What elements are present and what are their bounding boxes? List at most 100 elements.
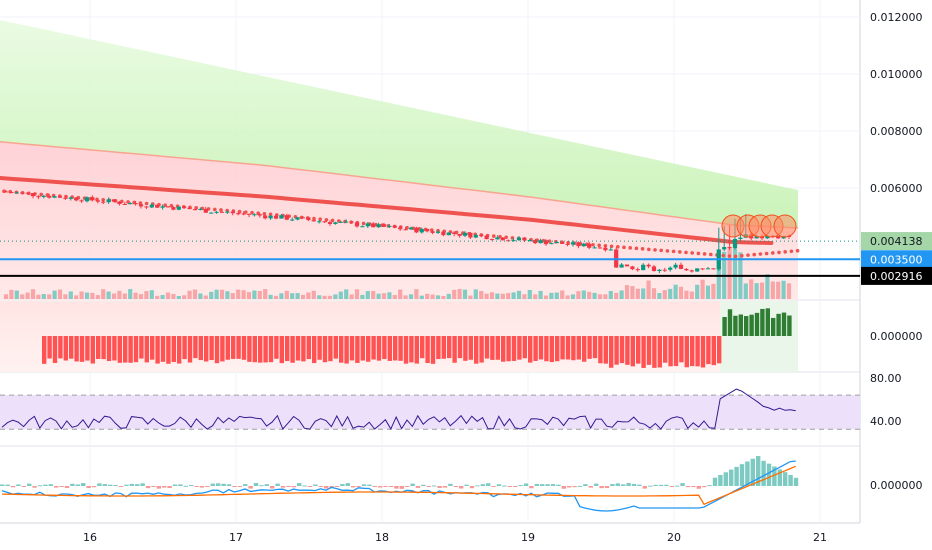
envelope-band [0, 141, 798, 300]
oscillator-bar [263, 336, 268, 363]
price-panel[interactable] [0, 16, 860, 300]
dotted-average-point [671, 249, 676, 254]
candle-body [641, 264, 646, 271]
volume-bar [263, 289, 268, 299]
macd-histogram-bar [653, 484, 658, 486]
rsi-panel[interactable] [0, 388, 860, 430]
candle-body [387, 225, 392, 227]
candle-body [414, 227, 419, 233]
candle-body [63, 197, 68, 199]
volume-bar [398, 289, 403, 299]
volume-bar [52, 290, 57, 299]
macd-histogram-bar [421, 484, 426, 486]
candle-body [144, 206, 149, 208]
volume-bar [236, 289, 241, 299]
oscillator-bar [690, 336, 695, 367]
oscillator-bar [360, 336, 365, 361]
volume-bar [673, 284, 678, 299]
macd-histogram-bar [216, 483, 221, 486]
volume-bar [187, 290, 192, 299]
macd-histogram-bar [685, 486, 691, 488]
oscillator-bar [717, 336, 722, 364]
volume-bar [25, 292, 30, 299]
volume-bar [268, 294, 273, 299]
oscillator-bar [333, 336, 338, 359]
price-lines [0, 240, 860, 277]
oscillator-bar [501, 336, 506, 362]
candle-body [376, 224, 381, 228]
oscillator-bar [47, 336, 52, 359]
oscillator-bar [538, 336, 544, 360]
volume-bar [646, 280, 651, 299]
macd-histogram-bar [480, 484, 485, 486]
candle-body [111, 199, 117, 202]
oscillator-bar [571, 336, 576, 361]
macd-histogram-bar [183, 485, 188, 487]
candle-body [452, 232, 457, 234]
candle-body [446, 232, 451, 236]
candle-body [565, 243, 570, 245]
candle-body [587, 243, 592, 248]
oscillator-bar [463, 336, 468, 361]
candle-body [479, 234, 484, 236]
candle-body [662, 269, 667, 271]
volume-bar [462, 289, 468, 299]
volume-bar [41, 294, 46, 299]
dotted-average-point [740, 253, 744, 258]
candle-body [68, 197, 73, 199]
candle-body [711, 268, 716, 270]
candle-body [9, 192, 14, 194]
volume-bar [198, 293, 203, 299]
candle-body [603, 247, 608, 251]
macd-histogram-bar [567, 486, 572, 488]
macd-histogram-bar [118, 486, 124, 487]
macd-histogram-bar [637, 484, 642, 486]
macd-panel[interactable] [0, 456, 799, 512]
rsi-band [0, 395, 860, 430]
macd-histogram-bar [361, 484, 367, 486]
volume-bar [786, 283, 792, 299]
candle-body [192, 209, 198, 211]
volume-bars [3, 249, 792, 299]
candle-body [608, 249, 613, 251]
volume-bar [662, 290, 667, 299]
volume-bar [651, 288, 657, 299]
volume-bar [9, 289, 14, 299]
macd-histogram-bar [729, 469, 734, 486]
candle-body [354, 222, 360, 227]
oscillator-bar [376, 336, 382, 361]
candle-body [106, 199, 111, 203]
dotted-average-point [771, 251, 775, 255]
macd-histogram-bar [750, 458, 755, 486]
volume-bar [149, 290, 154, 299]
macd-histogram-bar [745, 461, 750, 486]
volume-bar [3, 294, 9, 299]
macd-histogram-bar [588, 486, 593, 488]
macd-histogram-bar [372, 486, 377, 487]
macd-histogram-bar [334, 486, 340, 487]
oscillator-bar [328, 336, 333, 362]
oscillator-bar [695, 336, 700, 367]
candle-body [14, 192, 19, 194]
price-badge [861, 250, 932, 269]
oscillator-bar [414, 336, 419, 364]
oscillator-panel[interactable] [0, 301, 798, 372]
candle-body [484, 235, 489, 240]
macd-histogram-bar [302, 485, 307, 487]
oscillator-bar [479, 336, 484, 363]
volume-bar [68, 291, 73, 299]
volume-bar [446, 293, 451, 299]
volume-bar [759, 282, 765, 299]
candle-body [425, 228, 430, 232]
oscillator-bar [236, 336, 241, 359]
candle-body [133, 203, 138, 205]
macd-histogram-bar [194, 486, 199, 487]
candle-body [624, 264, 630, 267]
macd-histogram [0, 456, 799, 489]
volume-bar [371, 291, 376, 299]
oscillator-bar [452, 336, 457, 363]
volume-bar [133, 292, 138, 299]
oscillator-bar [668, 336, 673, 367]
candle-body [765, 235, 770, 239]
